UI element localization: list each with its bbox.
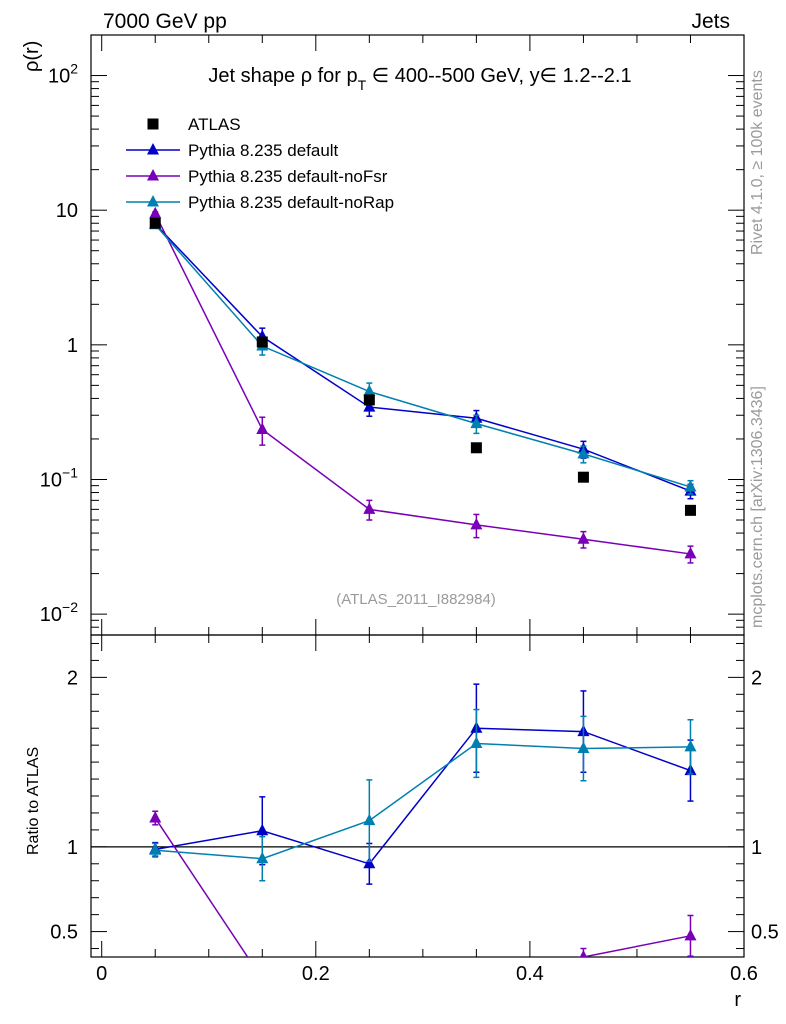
ratio-point-pythia-8-235-default-norap (577, 741, 590, 754)
main-point-atlas (684, 504, 696, 516)
main-ytick-label: 102 (48, 61, 78, 88)
ratio-point-pythia-8-235-default-norap (470, 736, 483, 748)
main-line-pythia-8-235-default-nofsr (154, 213, 691, 555)
ratio-line-pythia-8-235-default-norap (155, 742, 691, 860)
main-point-pythia-8-235-default-nofsr (577, 532, 590, 544)
main-point-atlas (149, 217, 161, 229)
ratio-xtick-label: 0.6 (730, 963, 758, 985)
main-point-atlas (577, 471, 589, 483)
main-ytick-label: 10−2 (40, 599, 78, 626)
main-ytick-label: 10−1 (40, 464, 78, 491)
ratio-point-pythia-8-235-default-norap (684, 739, 697, 752)
main-point-pythia-8-235-default-nofsr (149, 206, 162, 219)
ratio-point-pythia-8-235-default-nofsr (579, 950, 588, 957)
main-title: Jet shape ρ for pT ∈ 400--500 GeV, y∈ 1.… (208, 65, 631, 93)
ratio-line-pythia-8-235-default (155, 727, 691, 865)
ratio-ytick-label-left: 2 (67, 667, 78, 689)
legend-marker-pythia-8-235-default-nofsr (147, 169, 159, 181)
main-point-pythia-8-235-default-nofsr (256, 422, 269, 435)
main-point-pythia-8-235-default-norap (470, 416, 483, 429)
ratio-line-pythia-8-235-default-nofsr (154, 817, 691, 957)
legend-marker-atlas (147, 118, 159, 130)
rivet-label: Rivet 4.1.0, ≥ 100k events (749, 70, 766, 255)
ratio-xtick-label: 0 (96, 963, 107, 985)
legend-label-atlas: ATLAS (188, 115, 241, 134)
main-point-atlas (363, 394, 375, 406)
header-right: Jets (691, 10, 730, 33)
ratio-xtick-label: 0.2 (302, 963, 330, 985)
ratio-point-pythia-8-235-default-nofsr (684, 928, 697, 941)
ratio-axis-ticks: 0 0.2 0.4 0.6 0.5 0.5 1 1 2 2 (50, 635, 779, 985)
main-point-pythia-8-235-default-nofsr (363, 502, 376, 514)
ratio-ytick-label-right: 0.5 (751, 922, 779, 944)
ratio-point-pythia-8-235-default (256, 823, 269, 836)
ratio-ytick-label-right: 1 (751, 837, 762, 859)
main-ylabel: ρ(r) (21, 41, 43, 72)
main-point-pythia-8-235-default-norap (363, 384, 376, 397)
ratio-point-pythia-8-235-default-nofsr (470, 964, 482, 976)
ratio-frame (90, 634, 745, 958)
main-series-group (149, 206, 697, 564)
ratio-xlabel: r (734, 989, 741, 1011)
main-ytick-label: 1 (67, 335, 78, 357)
ratio-point-pythia-8-235-default-nofsr (256, 972, 268, 984)
main-point-atlas (470, 442, 482, 454)
legend-marker-pythia-8-235-default (147, 143, 159, 155)
ratio-ytick-label-right: 2 (751, 667, 762, 689)
main-point-pythia-8-235-default-norap (577, 446, 590, 459)
ratio-point-pythia-8-235-default-nofsr (149, 811, 162, 823)
main-ytick-label: 10 (56, 200, 78, 222)
analysis-watermark: (ATLAS_2011_I882984) (336, 591, 496, 608)
legend-label-pythia-8-235-default-nofsr: Pythia 8.235 default-noFsr (188, 167, 388, 186)
ratio-ylabel: Ratio to ATLAS (25, 747, 42, 855)
legend-marker-pythia-8-235-default-norap (147, 195, 159, 207)
main-axis-ticks: 10−2 10−1 1 10 102 (40, 34, 745, 636)
ratio-xtick-label: 0.4 (516, 963, 544, 985)
ratio-ytick-label-left: 1 (67, 837, 78, 859)
main-line-pythia-8-235-default (154, 223, 691, 492)
mcplots-label: mcplots.cern.ch [arXiv:1306.3436] (749, 386, 766, 628)
ratio-point-pythia-8-235-default-norap (256, 851, 269, 864)
ratio-point-pythia-8-235-default-norap (363, 813, 376, 826)
legend: ATLAS Pythia 8.235 default Pythia 8.235 de… (126, 115, 394, 212)
ratio-ytick-label-left: 0.5 (50, 922, 78, 944)
legend-label-pythia-8-235-default-norap: Pythia 8.235 default-noRap (188, 193, 394, 212)
ratio-point-pythia-8-235-default-norap (149, 843, 162, 855)
main-point-pythia-8-235-default (363, 400, 376, 412)
main-point-pythia-8-235-default-nofsr (684, 546, 697, 559)
main-line-pythia-8-235-default-norap (154, 224, 691, 488)
ratio-point-pythia-8-235-default-nofsr (363, 982, 375, 994)
header-left: 7000 GeV pp (103, 10, 227, 33)
main-point-pythia-8-235-default-nofsr (470, 517, 483, 530)
ratio-series-group (149, 683, 697, 994)
ratio-point-pythia-8-235-default (363, 856, 376, 869)
legend-label-pythia-8-235-default: Pythia 8.235 default (188, 141, 339, 160)
main-point-pythia-8-235-default-norap (684, 479, 697, 492)
main-point-atlas (256, 336, 268, 348)
